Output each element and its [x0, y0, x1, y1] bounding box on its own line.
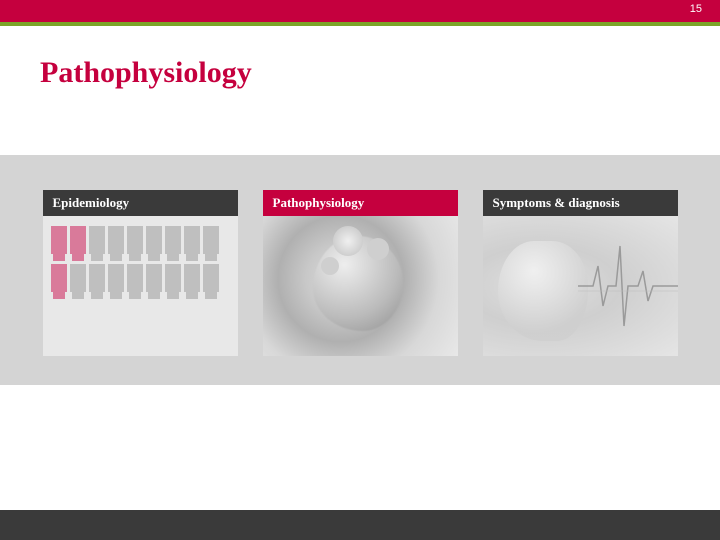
page-title: Pathophysiology — [40, 56, 720, 90]
person-icon — [165, 264, 181, 292]
top-bar: 15 — [0, 0, 720, 22]
people-grid — [43, 216, 238, 310]
person-icon — [108, 264, 124, 292]
page-number: 15 — [690, 3, 702, 15]
person-icon — [184, 264, 200, 292]
card-pathophysiology[interactable]: Pathophysiology — [263, 190, 458, 356]
person-icon — [127, 264, 143, 292]
person-icon — [184, 226, 200, 254]
person-icon — [146, 264, 162, 292]
person-icon — [70, 264, 86, 292]
cards-row: Epidemiology Pathophysiology Symptoms & … — [0, 190, 720, 356]
card-body-symptoms — [483, 216, 678, 356]
card-header-pathophysiology: Pathophysiology — [263, 190, 458, 216]
person-icon — [127, 226, 143, 254]
waveform-icon — [578, 216, 678, 356]
bottom-bar — [0, 510, 720, 540]
person-icon — [70, 226, 86, 254]
person-icon — [203, 264, 219, 292]
card-body-epidemiology — [43, 216, 238, 356]
card-epidemiology[interactable]: Epidemiology — [43, 190, 238, 356]
person-icon — [108, 226, 124, 254]
heart-illustration — [263, 216, 458, 356]
card-header-epidemiology: Epidemiology — [43, 190, 238, 216]
card-body-pathophysiology — [263, 216, 458, 356]
person-icon — [89, 226, 105, 254]
person-icon — [146, 226, 162, 254]
card-header-symptoms: Symptoms & diagnosis — [483, 190, 678, 216]
card-symptoms[interactable]: Symptoms & diagnosis — [483, 190, 678, 356]
green-strip — [0, 22, 720, 26]
person-icon — [51, 226, 67, 254]
person-icon — [51, 264, 67, 292]
person-icon — [165, 226, 181, 254]
person-icon — [203, 226, 219, 254]
person-icon — [89, 264, 105, 292]
